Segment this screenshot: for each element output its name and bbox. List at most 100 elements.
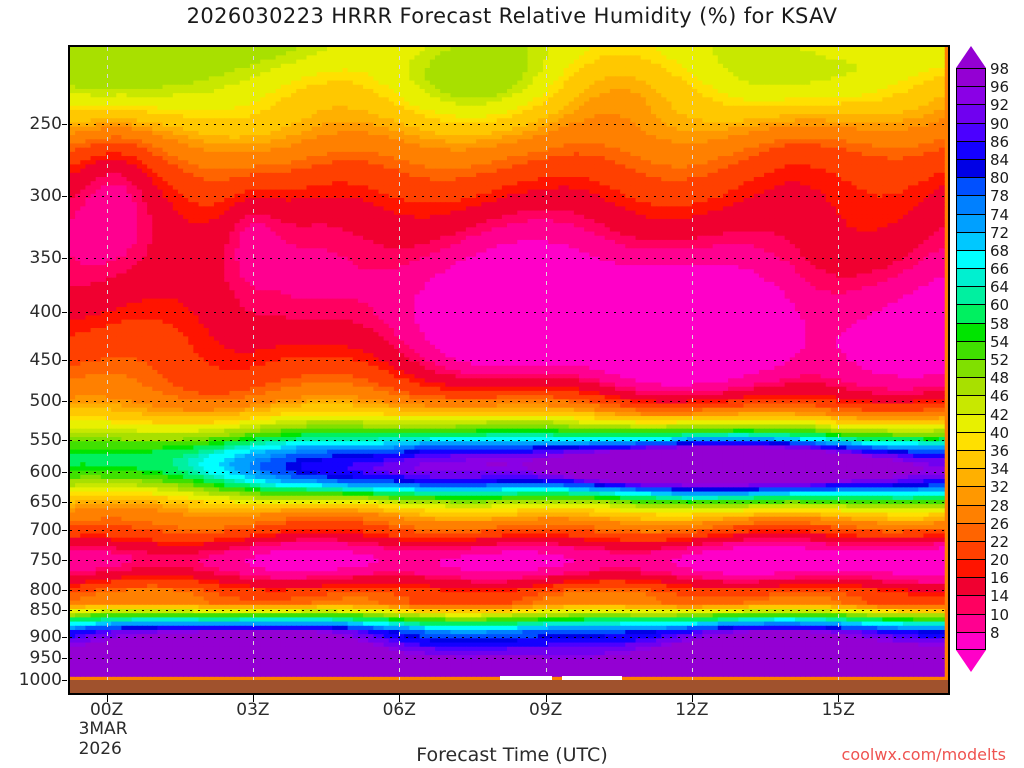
colorbar-cell-42 xyxy=(956,413,986,432)
ground-strip xyxy=(70,680,948,693)
y-tick-label-350: 350 xyxy=(0,248,62,268)
x-tick-mark-03Z xyxy=(252,695,254,702)
plot-area xyxy=(68,45,950,695)
colorbar-label-84: 84 xyxy=(990,152,1009,168)
y-tick-label-600: 600 xyxy=(0,462,62,482)
x-axis-title: Forecast Time (UTC) xyxy=(0,744,1024,766)
colorbar-label-90: 90 xyxy=(990,116,1009,132)
x-tick-label-15Z: 15Z xyxy=(808,700,868,720)
colorbar-cell-78 xyxy=(956,195,986,214)
y-tick-mark-850 xyxy=(62,610,67,611)
colorbar-label-34: 34 xyxy=(990,462,1009,477)
gridline-y-300 xyxy=(70,196,948,197)
gridline-y-900 xyxy=(70,637,948,638)
colorbar-cell-80 xyxy=(956,177,986,196)
colorbar-top-arrow xyxy=(956,46,986,68)
colorbar-label-68: 68 xyxy=(990,243,1009,259)
colorbar-cell-20 xyxy=(956,559,986,578)
gridline-x-6 xyxy=(399,47,401,693)
x-tick-mark-12Z xyxy=(691,695,693,702)
colorbar-cell-40 xyxy=(956,431,986,450)
x-axis-date: 3MAR 2026 xyxy=(79,719,128,759)
colorbar-label-42: 42 xyxy=(990,407,1009,423)
colorbar-label-64: 64 xyxy=(990,280,1009,295)
colorbar-label-46: 46 xyxy=(990,389,1009,404)
colorbar-cell-48 xyxy=(956,377,986,396)
gridline-y-950 xyxy=(70,658,948,659)
colorbar-cell-14 xyxy=(956,595,986,614)
y-tick-mark-550 xyxy=(62,440,67,441)
x-tick-mark-00Z xyxy=(106,695,108,702)
y-tick-label-500: 500 xyxy=(0,391,62,411)
colorbar-cell-10 xyxy=(956,613,986,632)
y-tick-mark-700 xyxy=(62,530,67,531)
colorbar-label-80: 80 xyxy=(990,171,1009,186)
colorbar-cell-84 xyxy=(956,158,986,178)
y-tick-mark-800 xyxy=(62,590,67,591)
colorbar-cell-32 xyxy=(956,486,986,505)
gridline-y-400 xyxy=(70,312,948,313)
colorbar-bottom-arrow xyxy=(956,650,986,672)
colorbar-label-58: 58 xyxy=(990,316,1009,332)
x-tick-mark-09Z xyxy=(545,695,547,702)
colorbar-cell-28 xyxy=(956,504,986,523)
colorbar-cell-54 xyxy=(956,340,986,359)
y-tick-mark-650 xyxy=(62,502,67,503)
y-tick-label-450: 450 xyxy=(0,350,62,370)
colorbar-label-66: 66 xyxy=(990,262,1009,277)
colorbar-cell-74 xyxy=(956,213,986,232)
y-tick-label-650: 650 xyxy=(0,492,62,512)
y-tick-mark-950 xyxy=(62,658,67,659)
colorbar-label-8: 8 xyxy=(990,625,1000,641)
y-tick-mark-1000 xyxy=(62,680,67,681)
colorbar-cell-92 xyxy=(956,104,986,123)
colorbar-label-40: 40 xyxy=(990,425,1009,441)
colorbar-cell-68 xyxy=(956,249,986,269)
surface-marker xyxy=(562,676,622,680)
colorbar-cell-34 xyxy=(956,468,986,487)
y-tick-mark-300 xyxy=(62,196,67,197)
y-tick-label-550: 550 xyxy=(0,430,62,450)
page-title: 2026030223 HRRR Forecast Relative Humidi… xyxy=(0,4,1024,28)
y-tick-label-950: 950 xyxy=(0,648,62,668)
y-tick-mark-350 xyxy=(62,258,67,259)
colorbar-cell-72 xyxy=(956,231,986,250)
colorbar-label-92: 92 xyxy=(990,98,1009,113)
y-tick-label-700: 700 xyxy=(0,520,62,540)
y-tick-label-1000: 1000 xyxy=(0,670,62,690)
x-tick-mark-15Z xyxy=(838,695,840,702)
gridline-y-500 xyxy=(70,401,948,402)
gridline-y-800 xyxy=(70,590,948,591)
colorbar-label-54: 54 xyxy=(990,334,1009,350)
gridline-x-15 xyxy=(838,47,840,693)
colorbar-label-32: 32 xyxy=(990,480,1009,495)
colorbar-cell-64 xyxy=(956,286,986,305)
x-tick-label-06Z: 06Z xyxy=(369,700,429,720)
x-tick-mark-06Z xyxy=(399,695,401,702)
colorbar-label-52: 52 xyxy=(990,353,1009,368)
gridline-y-550 xyxy=(70,440,948,441)
surface-marker xyxy=(500,676,552,680)
colorbar-label-96: 96 xyxy=(990,80,1009,95)
y-tick-label-750: 750 xyxy=(0,550,62,570)
y-tick-mark-600 xyxy=(62,472,67,473)
colorbar-label-86: 86 xyxy=(990,134,1009,150)
x-tick-label-00Z: 00Z xyxy=(77,700,137,720)
x-tick-label-09Z: 09Z xyxy=(516,700,576,720)
watermark: coolwx.com/modelts xyxy=(842,745,1006,764)
y-tick-label-300: 300 xyxy=(0,186,62,206)
colorbar-cell-86 xyxy=(956,140,986,159)
gridline-x-12 xyxy=(691,47,693,693)
colorbar-label-20: 20 xyxy=(990,553,1009,568)
colorbar-label-72: 72 xyxy=(990,225,1009,241)
y-tick-label-250: 250 xyxy=(0,114,62,134)
gridline-x-0 xyxy=(106,47,108,693)
y-tick-label-850: 850 xyxy=(0,600,62,620)
colorbar-cell-52 xyxy=(956,359,986,378)
y-tick-mark-900 xyxy=(62,637,67,638)
colorbar-label-74: 74 xyxy=(990,207,1009,223)
colorbar-cell-36 xyxy=(956,449,986,469)
colorbar-label-14: 14 xyxy=(990,589,1009,604)
colorbar-label-36: 36 xyxy=(990,443,1009,459)
y-tick-mark-400 xyxy=(62,312,67,313)
